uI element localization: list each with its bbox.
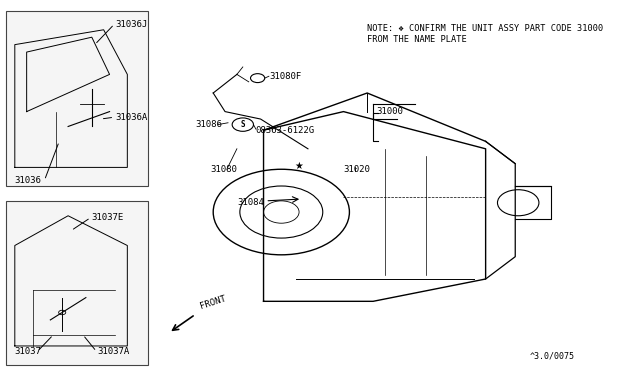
Text: ★: ★ xyxy=(294,161,303,170)
Text: 31020: 31020 xyxy=(344,165,371,174)
Text: 31036: 31036 xyxy=(15,176,42,185)
Text: 08363-6122G: 08363-6122G xyxy=(256,126,315,135)
Text: 31086: 31086 xyxy=(195,120,222,129)
Text: 31080: 31080 xyxy=(211,165,237,174)
Text: NOTE: ❖ CONFIRM THE UNIT ASSY PART CODE 31000
FROM THE NAME PLATE: NOTE: ❖ CONFIRM THE UNIT ASSY PART CODE … xyxy=(367,24,604,44)
Text: ^3.0/0075: ^3.0/0075 xyxy=(529,352,575,361)
FancyBboxPatch shape xyxy=(6,201,148,365)
Text: FRONT: FRONT xyxy=(198,294,227,311)
Text: 31000: 31000 xyxy=(376,107,403,116)
Text: 31037A: 31037A xyxy=(98,347,130,356)
Text: 31080F: 31080F xyxy=(269,72,301,81)
Text: 31037: 31037 xyxy=(15,347,42,356)
Text: S: S xyxy=(241,120,245,129)
Text: 31037E: 31037E xyxy=(92,213,124,222)
Text: 31084: 31084 xyxy=(237,198,264,207)
FancyBboxPatch shape xyxy=(6,11,148,186)
Text: 31036J: 31036J xyxy=(115,20,148,29)
Text: 31036A: 31036A xyxy=(115,113,148,122)
